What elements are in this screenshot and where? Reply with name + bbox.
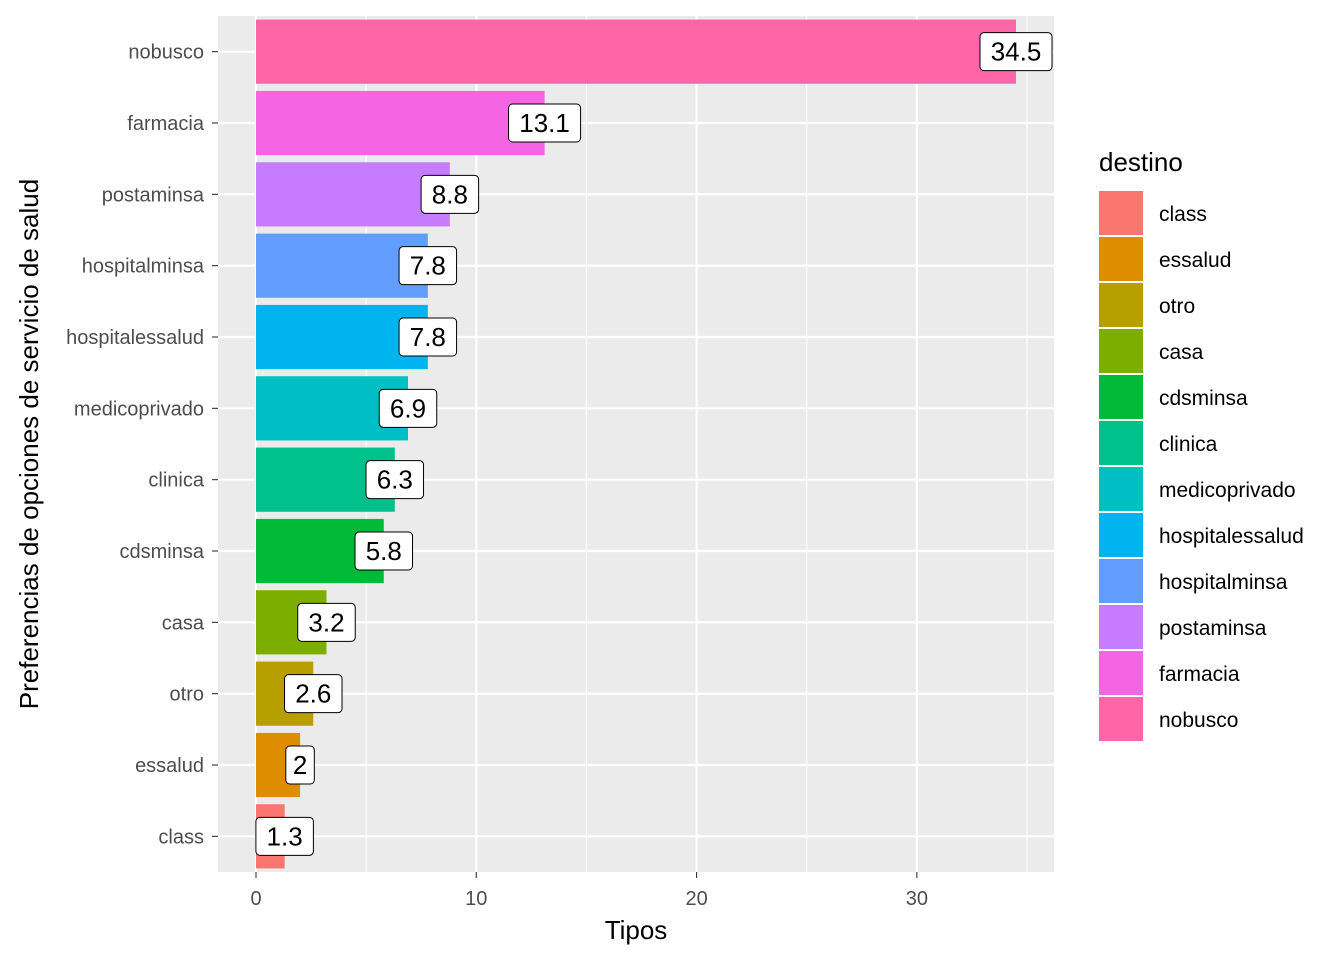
data-label: 1.3 bbox=[267, 821, 303, 851]
legend-label: hospitalessalud bbox=[1159, 525, 1304, 548]
y-tick-label: postaminsa bbox=[102, 184, 205, 206]
x-tick-label: 20 bbox=[685, 888, 707, 910]
legend-key-nobusco bbox=[1099, 697, 1143, 741]
y-tick-label: cdsminsa bbox=[120, 541, 205, 563]
x-axis-title: Tipos bbox=[605, 915, 668, 945]
minor-gridlines bbox=[365, 16, 1028, 872]
legend-title: destino bbox=[1099, 147, 1183, 177]
legend-label: cdsminsa bbox=[1159, 387, 1248, 410]
legend-key-cdsminsa bbox=[1099, 375, 1143, 419]
bar-postaminsa bbox=[256, 162, 450, 227]
x-axis: 0 10 20 30 bbox=[250, 872, 928, 910]
data-label-box bbox=[420, 174, 480, 214]
bar-nobusco bbox=[256, 19, 1016, 84]
data-label: 2 bbox=[293, 750, 307, 780]
y-tick-label: casa bbox=[162, 612, 205, 634]
legend-label: farmacia bbox=[1159, 663, 1240, 686]
y-tick-label: clinica bbox=[148, 470, 204, 492]
plot-panel bbox=[218, 16, 1054, 872]
y-axis: nobusco farmacia postaminsa hospitalminsa ho… bbox=[66, 42, 218, 848]
legend-label: postaminsa bbox=[1159, 617, 1267, 640]
data-label: 7.8 bbox=[410, 251, 446, 281]
y-tick-label: hospitalminsa bbox=[82, 256, 205, 278]
legend-label: otro bbox=[1159, 295, 1195, 318]
data-label-box bbox=[378, 388, 438, 428]
legend-key-casa bbox=[1099, 329, 1143, 373]
data-label-box bbox=[354, 531, 414, 571]
data-label: 8.8 bbox=[432, 179, 468, 209]
data-label-box bbox=[979, 32, 1053, 72]
data-label: 2.6 bbox=[295, 679, 331, 709]
data-label: 13.1 bbox=[519, 108, 570, 138]
data-label: 3.2 bbox=[308, 607, 344, 637]
x-tick-label: 10 bbox=[465, 888, 487, 910]
y-tick-label: otro bbox=[170, 684, 204, 706]
y-axis-title: Preferencias de opciones de servicio de … bbox=[14, 179, 44, 709]
legend-label: essalud bbox=[1159, 249, 1231, 272]
bar-farmacia bbox=[256, 90, 545, 156]
data-label-box bbox=[398, 317, 458, 357]
x-tick-label: 30 bbox=[906, 888, 928, 910]
legend-key-farmacia bbox=[1099, 651, 1143, 695]
data-label-box bbox=[508, 103, 582, 143]
data-label: 6.3 bbox=[377, 465, 413, 495]
legend-key-essalud bbox=[1099, 237, 1143, 281]
y-tick-label: hospitalessalud bbox=[66, 327, 204, 349]
data-label-box bbox=[285, 745, 315, 785]
legend-key-hospitalessalud bbox=[1099, 513, 1143, 557]
legend-label: class bbox=[1159, 203, 1207, 226]
x-tick-label: 0 bbox=[250, 888, 261, 910]
legend-key-class bbox=[1099, 191, 1143, 235]
legend-label: casa bbox=[1159, 341, 1204, 364]
y-tick-label: medicoprivado bbox=[74, 398, 204, 420]
y-tick-label: farmacia bbox=[127, 113, 205, 135]
data-label: 7.8 bbox=[410, 322, 446, 352]
y-tick-label: essalud bbox=[135, 755, 204, 777]
y-tick-label: class bbox=[158, 826, 204, 848]
legend-key-otro bbox=[1099, 283, 1143, 327]
data-label-box bbox=[365, 460, 425, 500]
data-label-box bbox=[297, 602, 356, 642]
data-label-box bbox=[255, 816, 314, 856]
legend-label: nobusco bbox=[1159, 709, 1238, 732]
legend-key-medicoprivado bbox=[1099, 467, 1143, 511]
data-label: 34.5 bbox=[991, 37, 1042, 67]
data-label: 6.9 bbox=[390, 393, 426, 423]
legend-label: hospitalminsa bbox=[1159, 571, 1288, 594]
legend-key-clinica bbox=[1099, 421, 1143, 465]
data-label: 5.8 bbox=[366, 536, 402, 566]
data-labels: 34.5 13.1 8.8 7.8 7.8 6.9 6.3 5.8 3.2 2.6 2 1.3 bbox=[255, 32, 1053, 856]
legend-label: medicoprivado bbox=[1159, 479, 1296, 502]
legend-key-hospitalminsa bbox=[1099, 559, 1143, 603]
data-label-box bbox=[398, 246, 458, 286]
y-tick-label: nobusco bbox=[128, 42, 204, 64]
legend: destino class essalud otro casa cdsminsa clin… bbox=[1099, 147, 1304, 741]
data-label-box bbox=[284, 674, 343, 714]
legend-key-postaminsa bbox=[1099, 605, 1143, 649]
bars bbox=[256, 19, 1016, 869]
legend-label: clinica bbox=[1159, 433, 1218, 456]
